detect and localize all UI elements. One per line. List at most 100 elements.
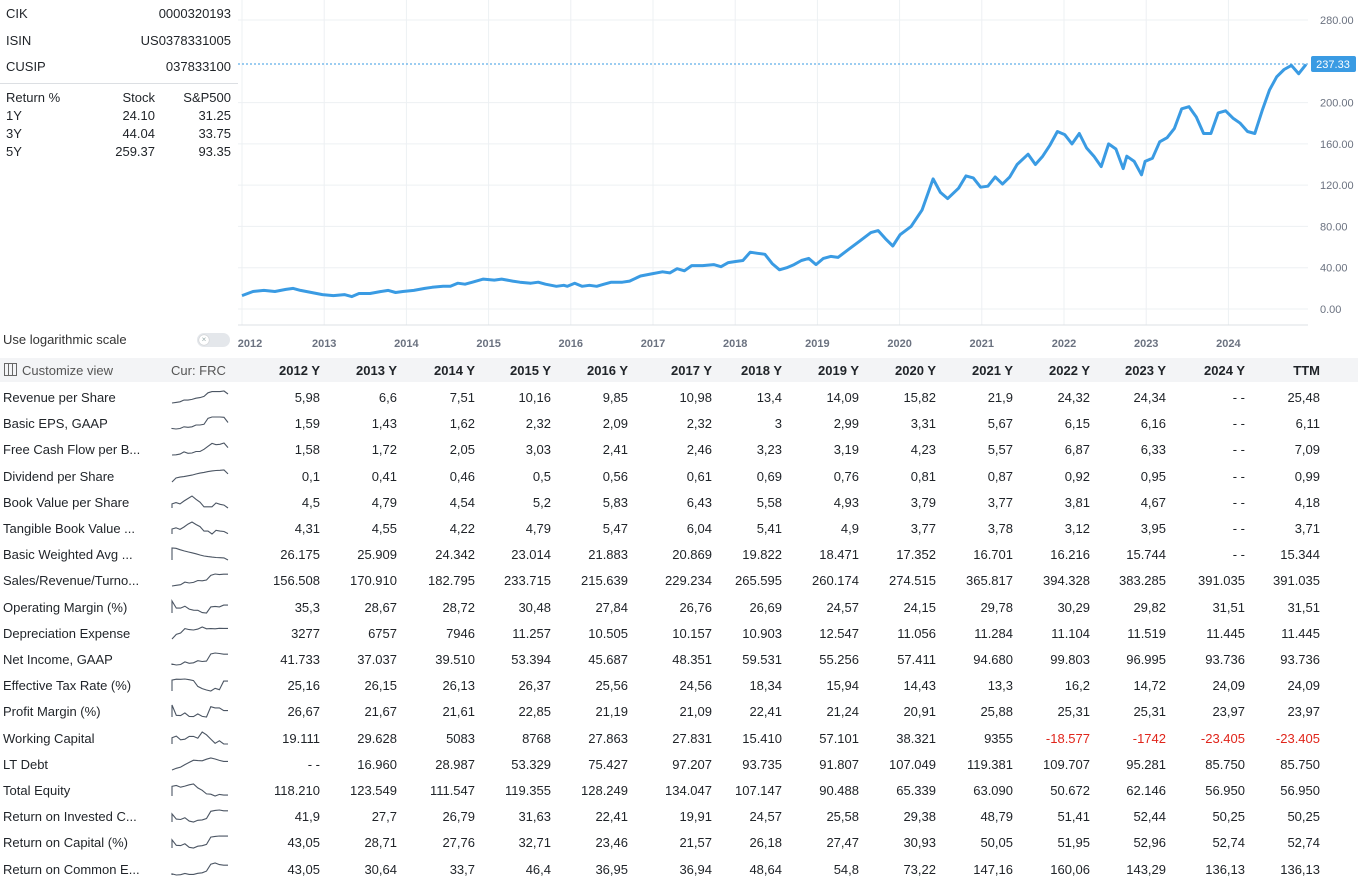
- row-label[interactable]: Free Cash Flow per B...: [3, 442, 141, 458]
- price-chart[interactable]: 0.00 40.00 80.00 120.00 160.00 200.00 280.00 20…: [0, 0, 1358, 356]
- table-cell: 21,57: [679, 835, 712, 851]
- row-label[interactable]: Basic Weighted Avg ...: [3, 547, 133, 563]
- table-cell: - -: [1232, 547, 1245, 563]
- table-cell: 7,09: [1294, 442, 1320, 458]
- row-label[interactable]: Basic EPS, GAAP: [3, 416, 108, 432]
- table-cell: 65.339: [896, 783, 936, 798]
- table-cell: - -: [1232, 442, 1245, 458]
- row-label[interactable]: Dividend per Share: [3, 468, 115, 484]
- row-label[interactable]: Sales/Revenue/Turno...: [3, 573, 140, 589]
- table-cell: 59.531: [742, 652, 782, 667]
- table-cell: 3,19: [833, 442, 859, 458]
- table-cell: 96.995: [1126, 652, 1166, 667]
- isin-value: US0378331005: [140, 33, 231, 48]
- table-cell: 16,2: [1064, 678, 1090, 694]
- row-label[interactable]: Profit Margin (%): [3, 704, 101, 720]
- table-cell: 51,95: [1057, 835, 1090, 851]
- table-cell: 52,74: [1212, 835, 1245, 851]
- table-row: Operating Margin (%) 35,3 28,67 28,72 30,48 2…: [0, 594, 1358, 620]
- column-header[interactable]: 2023 Y: [1125, 363, 1166, 378]
- row-label[interactable]: LT Debt: [3, 756, 49, 772]
- x-tick-label: 2021: [970, 338, 994, 350]
- sparkline-icon: [171, 390, 229, 404]
- table-cell: 3,95: [1140, 521, 1166, 536]
- sparkline-path: [171, 626, 228, 640]
- table-cell: 11.284: [974, 625, 1013, 641]
- table-cell: 11.445: [1206, 625, 1245, 641]
- table-cell: 24,09: [1287, 678, 1320, 694]
- row-label[interactable]: Working Capital: [3, 730, 95, 746]
- table-cell: 85.750: [1280, 756, 1320, 772]
- table-cell: 45.687: [588, 652, 628, 667]
- column-header[interactable]: 2019 Y: [818, 363, 859, 378]
- table-cell: 7,51: [449, 390, 475, 405]
- table-cell: 24,57: [826, 599, 859, 615]
- column-header[interactable]: 2014 Y: [434, 363, 475, 378]
- table-cell: 28,67: [364, 599, 397, 615]
- column-header[interactable]: 2012 Y: [279, 363, 320, 378]
- sparkline-icon: [171, 862, 228, 876]
- column-header[interactable]: 2016 Y: [587, 363, 628, 378]
- table-cell: 274.515: [889, 573, 936, 589]
- table-cell: 22,41: [595, 809, 628, 825]
- row-label[interactable]: Return on Invested C...: [3, 809, 137, 825]
- table-cell: 394.328: [1043, 573, 1090, 589]
- table-cell: -18.577: [1045, 730, 1090, 746]
- column-header[interactable]: 2020 Y: [895, 363, 936, 378]
- row-label[interactable]: Return on Common E...: [3, 861, 140, 877]
- table-cell: 50,25: [1287, 809, 1320, 825]
- row-label[interactable]: Depreciation Expense: [3, 625, 131, 641]
- sparkline-path: [171, 598, 228, 614]
- row-label[interactable]: Total Equity: [3, 783, 71, 798]
- row-label[interactable]: Operating Margin (%): [3, 599, 128, 615]
- table-cell: 170.910: [350, 573, 397, 589]
- table-cell: 4,9: [840, 521, 859, 536]
- table-cell: 383.285: [1119, 573, 1166, 589]
- sparkline-icon: [171, 598, 228, 614]
- table-cell: 27,76: [442, 835, 475, 851]
- column-header[interactable]: 2017 Y: [671, 363, 712, 378]
- customize-view-button[interactable]: Customize view: [4, 363, 113, 378]
- column-header[interactable]: 2024 Y: [1204, 363, 1245, 378]
- table-cell: 50,25: [1212, 809, 1245, 825]
- table-cell: 3,81: [1064, 494, 1090, 510]
- table-cell: - -: [1232, 416, 1245, 432]
- table-cell: 31,63: [518, 809, 551, 825]
- row-label[interactable]: Revenue per Share: [3, 390, 116, 405]
- column-header[interactable]: 2015 Y: [510, 363, 551, 378]
- table-cell: 21,9: [987, 390, 1013, 405]
- current-value-label: 237.33: [1316, 59, 1350, 71]
- table-cell: 4,93: [833, 494, 859, 510]
- row-label[interactable]: Net Income, GAAP: [3, 652, 113, 667]
- column-header[interactable]: 2013 Y: [356, 363, 397, 378]
- row-label[interactable]: Effective Tax Rate (%): [3, 678, 132, 694]
- row-label[interactable]: Book Value per Share: [3, 494, 130, 510]
- table-cell: 23,46: [595, 835, 628, 851]
- column-header[interactable]: TTM: [1293, 363, 1320, 378]
- column-header[interactable]: 2018 Y: [741, 363, 782, 378]
- table-cell: 26,37: [518, 678, 551, 694]
- table-cell: 136,13: [1205, 861, 1245, 877]
- row-label[interactable]: Tangible Book Value ...: [3, 521, 136, 536]
- column-header[interactable]: 2022 Y: [1049, 363, 1090, 378]
- currency-selector[interactable]: Cur: FRC: [171, 363, 226, 378]
- table-cell: 15.344: [1280, 547, 1320, 563]
- sparkline-icon: [171, 521, 229, 535]
- table-cell: 26,67: [287, 704, 320, 720]
- returns-period: 5Y: [6, 144, 22, 159]
- table-cell: 46,4: [525, 861, 551, 877]
- sparkline-path: [171, 547, 229, 561]
- cusip-value: 037833100: [165, 59, 231, 74]
- table-cell: 0,56: [602, 468, 628, 484]
- table-cell: 73,22: [903, 861, 936, 877]
- table-cell: 3277: [291, 625, 320, 641]
- table-cell: 0,41: [371, 468, 397, 484]
- row-label[interactable]: Return on Capital (%): [3, 835, 128, 851]
- table-cell: 15.410: [742, 730, 782, 746]
- column-header[interactable]: 2021 Y: [972, 363, 1013, 378]
- table-cell: 10.505: [588, 625, 628, 641]
- table-cell: 30,64: [364, 861, 397, 877]
- log-scale-toggle[interactable]: ×: [197, 333, 230, 347]
- table-cell: 27.831: [672, 730, 712, 746]
- y-tick-label: 80.00: [1320, 221, 1348, 233]
